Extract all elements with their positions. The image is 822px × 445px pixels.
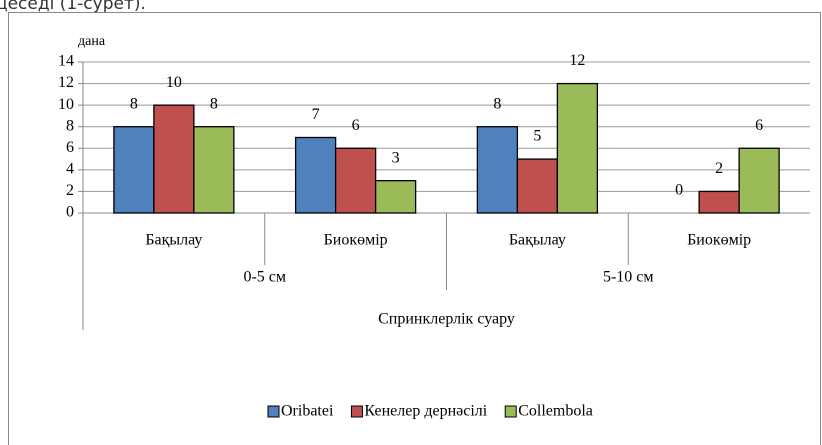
value-label: 5 (533, 128, 541, 145)
category-label: Биокөмір (324, 232, 388, 249)
bar (556, 82, 599, 214)
bar (738, 147, 780, 214)
y-tick-label: 14 (58, 53, 74, 70)
supergroup-label: Спринклерлік суару (378, 311, 515, 328)
value-label: 8 (130, 95, 138, 112)
value-label: 7 (312, 106, 320, 123)
value-label: 8 (493, 95, 501, 112)
value-label: 12 (569, 52, 585, 69)
value-label: 3 (392, 149, 400, 166)
group-label: 0-5 см (243, 269, 286, 286)
bar (113, 126, 155, 214)
legend-swatch (267, 405, 280, 418)
bar (516, 158, 559, 214)
group-label: 5-10 см (603, 269, 654, 286)
value-label: 8 (210, 95, 218, 112)
value-label: 2 (715, 160, 723, 177)
bar (294, 136, 337, 214)
y-tick-label: 2 (66, 182, 74, 199)
y-tick-label: 10 (58, 96, 74, 113)
category-label: Биокөмір (687, 232, 751, 249)
legend-swatch (350, 405, 363, 418)
chart-frame (8, 12, 821, 445)
value-label: 10 (166, 74, 182, 91)
bar (153, 104, 195, 214)
y-tick-label: 0 (66, 204, 74, 221)
value-label: 6 (755, 117, 763, 134)
y-tick-label: 8 (66, 117, 74, 134)
bar (374, 179, 417, 214)
category-label: Бақылау (509, 232, 566, 249)
bar (334, 147, 377, 214)
category-label: Бақылау (145, 232, 202, 249)
y-tick-label: 12 (58, 74, 74, 91)
bar (698, 190, 740, 214)
bar (476, 126, 519, 214)
y-axis-label: дана (78, 34, 106, 49)
legend-label: Кенелер дернәсілі (364, 403, 487, 420)
y-tick-label: 4 (66, 161, 74, 178)
value-label: 0 (675, 182, 683, 199)
legend-swatch (504, 405, 517, 418)
value-label: 6 (352, 117, 360, 134)
legend-label: Collembola (518, 403, 593, 420)
bar (193, 126, 235, 214)
page-text: цеседі (1-сурет). (0, 0, 146, 14)
legend-label: Oribatei (281, 403, 334, 420)
y-tick-label: 6 (66, 139, 74, 156)
